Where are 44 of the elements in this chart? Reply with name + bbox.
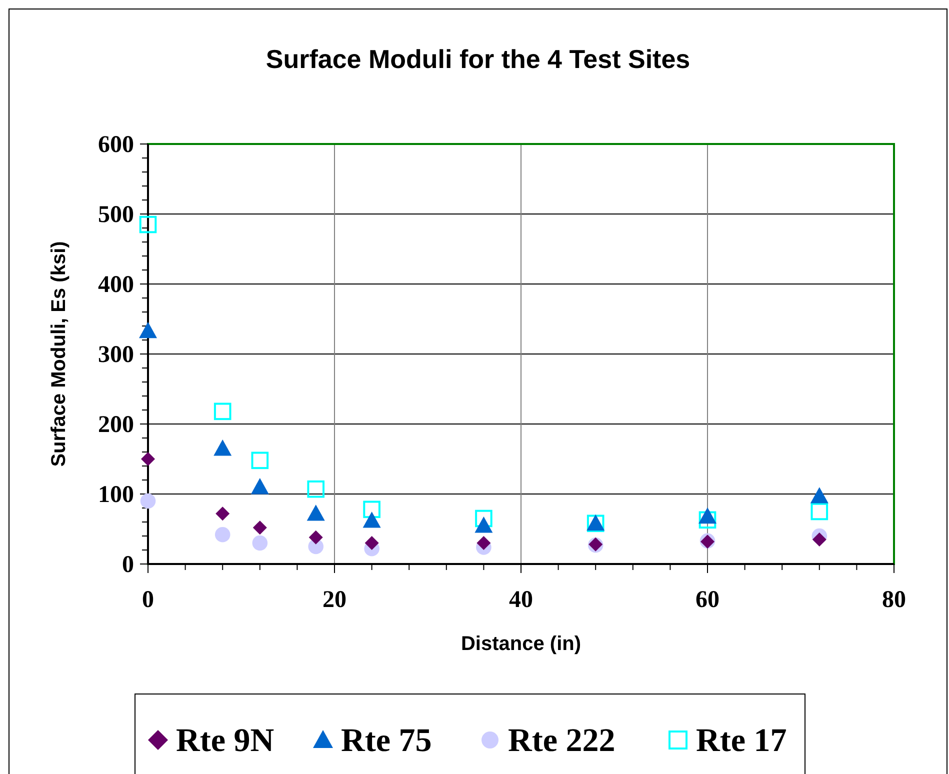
point <box>307 480 324 498</box>
y-tick-label: 200 <box>98 412 134 438</box>
point <box>214 526 230 542</box>
point <box>214 440 232 456</box>
point <box>252 535 268 551</box>
y-axis-title: Surface Moduli, Es (ksi) <box>48 241 70 467</box>
point <box>214 402 232 420</box>
point <box>362 512 381 528</box>
y-tick-label: 600 <box>98 132 134 158</box>
point <box>810 502 828 520</box>
point <box>474 516 493 533</box>
x-tick-label: 20 <box>322 587 346 613</box>
point <box>252 520 267 535</box>
point <box>139 322 157 338</box>
y-tick-label: 0 <box>122 552 134 578</box>
y-tick-label: 500 <box>98 202 134 228</box>
y-tick-label: 300 <box>98 342 134 368</box>
point <box>475 510 492 528</box>
legend-label: Rte 9N <box>176 723 274 759</box>
x-tick-label: 0 <box>142 587 154 613</box>
x-tick-label: 60 <box>696 587 720 613</box>
legend-label: Rte 75 <box>341 723 432 759</box>
point <box>363 500 380 518</box>
point <box>476 536 491 550</box>
point <box>306 504 325 521</box>
point <box>139 216 157 234</box>
point <box>308 530 323 544</box>
point <box>364 536 379 550</box>
chart-title: Surface Moduli for the 4 Test Sites <box>266 44 690 74</box>
x-axis-title: Distance (in) <box>460 633 582 655</box>
point <box>251 452 269 470</box>
point <box>250 478 269 494</box>
point <box>698 511 716 529</box>
legend-label: Rte 17 <box>696 723 787 759</box>
x-tick-label: 40 <box>509 587 533 613</box>
y-tick-label: 100 <box>98 482 134 508</box>
point <box>698 507 716 524</box>
y-tick-label: 400 <box>98 272 134 298</box>
point <box>812 532 826 546</box>
legend-label: Rte 222 <box>508 723 616 759</box>
x-tick-label: 80 <box>882 587 906 613</box>
point <box>216 506 230 521</box>
point <box>810 487 828 504</box>
point <box>141 452 155 466</box>
